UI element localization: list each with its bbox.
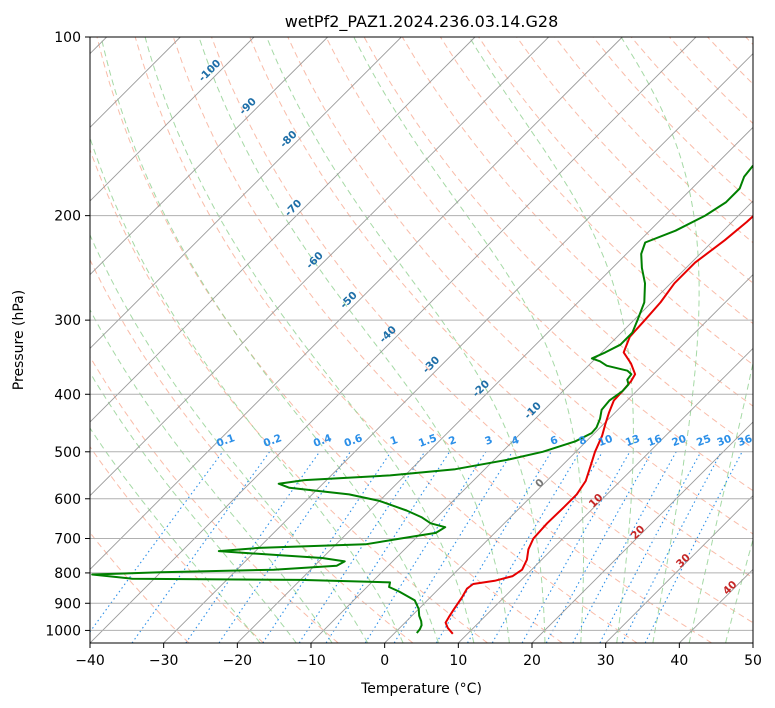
y-tick-label: 400 bbox=[54, 387, 81, 403]
mixing-ratio-label: 8 bbox=[577, 434, 588, 448]
mixing-ratio-line bbox=[599, 451, 702, 643]
series-layer bbox=[91, 164, 753, 635]
mixing-ratio-label: 20 bbox=[670, 433, 688, 449]
x-tick-label: 30 bbox=[597, 653, 615, 669]
mixing-ratio-line bbox=[262, 451, 392, 643]
isotherm-line bbox=[90, 37, 549, 497]
chart-title: wetPf2_PAZ1.2024.236.03.14.G28 bbox=[285, 12, 559, 32]
x-tick-label: −10 bbox=[296, 653, 326, 669]
mixing-ratio-label: 3 bbox=[483, 434, 494, 448]
isotherm-line bbox=[310, 200, 753, 643]
y-tick-label: 700 bbox=[54, 532, 81, 548]
moist-adiabat-line bbox=[198, 37, 510, 643]
mixing-ratio-line bbox=[467, 451, 581, 643]
x-axis: −40 −30 −20 −10 0 10 20 30 40 50 bbox=[75, 643, 762, 669]
y-tick-label: 500 bbox=[54, 445, 81, 461]
isotherm-line bbox=[90, 37, 328, 276]
isotherm-line bbox=[384, 274, 753, 643]
isotherm-line bbox=[90, 37, 402, 349]
moist-adiabat-line bbox=[90, 233, 369, 643]
x-tick-label: 20 bbox=[523, 653, 541, 669]
y-tick-label: 1000 bbox=[45, 623, 81, 639]
moist-adiabat-line bbox=[90, 427, 261, 643]
dry-adiabat-line bbox=[211, 37, 753, 624]
y-tick-label: 800 bbox=[54, 566, 81, 582]
moist-adiabat-line bbox=[100, 37, 439, 643]
x-tick-label: −20 bbox=[223, 653, 253, 669]
dewpoint-profile-line bbox=[91, 164, 753, 634]
mixing-ratio-label: 4 bbox=[510, 434, 521, 448]
x-tick-label: −30 bbox=[149, 653, 179, 669]
mixing-ratio-label: 2 bbox=[447, 434, 458, 448]
mixing-ratio-label: 10 bbox=[597, 433, 615, 449]
mixing-ratio-line bbox=[435, 451, 552, 643]
mixing-ratio-label: 16 bbox=[646, 433, 664, 449]
y-tick-label: 900 bbox=[54, 596, 81, 612]
mixing-ratio-line bbox=[218, 451, 351, 643]
y-tick-label: 300 bbox=[54, 313, 81, 329]
isotherm-line bbox=[90, 37, 476, 423]
mixing-ratio-label: 25 bbox=[695, 433, 713, 449]
moist-adiabat-line bbox=[468, 37, 634, 643]
isotherm-line bbox=[90, 37, 697, 643]
dry-adiabat-line bbox=[90, 258, 414, 643]
mixing-ratio-label: 1 bbox=[388, 434, 399, 448]
isotherm-line bbox=[237, 126, 753, 643]
isotherm-line bbox=[458, 347, 753, 643]
dry-adiabat-line bbox=[96, 37, 563, 643]
y-axis: 100 200 300 400 500 600 700 800 900 1000 bbox=[45, 30, 90, 639]
dry-adiabat-line bbox=[172, 37, 712, 643]
mixing-ratio-label: 1.5 bbox=[417, 432, 439, 450]
dry-adiabat-line bbox=[90, 445, 264, 643]
dry-adiabat-line bbox=[249, 37, 753, 579]
moist-adiabat-line bbox=[144, 37, 475, 643]
mixing-ratio-line bbox=[572, 451, 677, 643]
mixing-ratio-label: 0.1 bbox=[215, 432, 237, 450]
y-tick-label: 600 bbox=[54, 492, 81, 508]
moist-adiabat-line bbox=[688, 360, 753, 643]
isotherm-line bbox=[90, 37, 623, 570]
x-axis-title: Temperature (°C) bbox=[360, 681, 482, 697]
mixing-ratio-label: 6 bbox=[549, 434, 560, 448]
y-axis-title: Pressure (hPa) bbox=[11, 290, 27, 390]
mixing-ratio-label: 13 bbox=[624, 433, 642, 449]
moist-adiabat-line bbox=[90, 136, 404, 643]
mixing-ratio-line bbox=[185, 451, 321, 643]
isotherm-line bbox=[531, 421, 753, 643]
x-tick-label: 10 bbox=[449, 653, 467, 669]
x-tick-label: 0 bbox=[380, 653, 389, 669]
moist-adiabat-line bbox=[90, 371, 297, 643]
moist-adiabat-line bbox=[725, 537, 753, 643]
x-tick-label: 50 bbox=[744, 653, 762, 669]
x-tick-label: −40 bbox=[75, 653, 105, 669]
isotherm-line bbox=[90, 37, 255, 202]
mixing-ratio-label: 0.2 bbox=[262, 432, 284, 450]
moist-adiabat-line bbox=[620, 37, 700, 643]
isotherm-line bbox=[605, 495, 753, 643]
y-tick-label: 100 bbox=[54, 30, 81, 46]
mixing-ratio-line bbox=[298, 451, 426, 643]
mixing-ratio-label: 36 bbox=[736, 433, 754, 449]
mixing-ratio-label: 30 bbox=[715, 433, 733, 449]
mixing-ratio-line bbox=[364, 451, 487, 643]
background-lines bbox=[90, 37, 753, 643]
dry-adiabat-line bbox=[287, 37, 753, 535]
moist-adiabat-line bbox=[266, 37, 546, 643]
moist-adiabat-line bbox=[90, 308, 333, 643]
dry-adiabat-line bbox=[325, 37, 753, 492]
dry-adiabat-line bbox=[134, 37, 638, 643]
isotherm-line bbox=[163, 53, 753, 643]
x-tick-label: 40 bbox=[670, 653, 688, 669]
mixing-ratio-label: 0.4 bbox=[312, 432, 334, 450]
plot-frame bbox=[89, 36, 754, 644]
mixing-ratio-label: 0.6 bbox=[343, 432, 365, 450]
dry-adiabat-line bbox=[516, 37, 753, 284]
mixing-ratio-line bbox=[325, 451, 451, 643]
y-tick-label: 200 bbox=[54, 209, 81, 225]
